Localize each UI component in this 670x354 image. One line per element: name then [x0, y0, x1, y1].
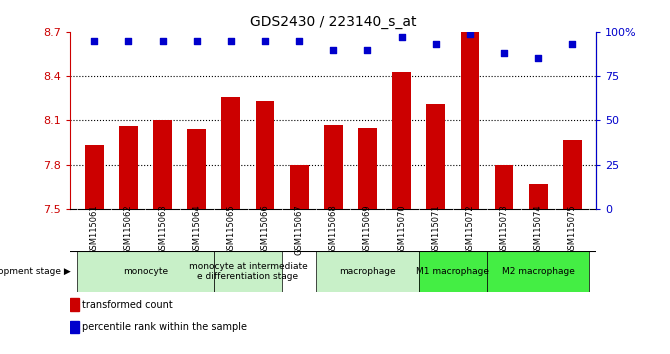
Point: [123, 38, 134, 44]
Bar: [256, 101, 275, 209]
Text: GSM115074: GSM115074: [534, 204, 543, 255]
Text: GSM115067: GSM115067: [295, 204, 304, 255]
Point: [533, 56, 543, 61]
Point: [328, 47, 338, 52]
Text: GSM115070: GSM115070: [397, 204, 406, 255]
Text: GSM115063: GSM115063: [158, 204, 167, 255]
Text: GSM115075: GSM115075: [568, 204, 577, 255]
Title: GDS2430 / 223140_s_at: GDS2430 / 223140_s_at: [250, 16, 417, 29]
Text: percentile rank within the sample: percentile rank within the sample: [82, 322, 247, 332]
Bar: [426, 104, 445, 209]
Point: [464, 31, 475, 36]
Text: development stage ▶: development stage ▶: [0, 267, 70, 276]
Bar: [460, 32, 479, 209]
Text: GSM115066: GSM115066: [261, 204, 269, 255]
Point: [567, 41, 578, 47]
Point: [294, 38, 305, 44]
Bar: [419, 251, 487, 292]
Text: transformed count: transformed count: [82, 300, 173, 310]
Text: M1 macrophage: M1 macrophage: [416, 267, 489, 276]
Bar: [358, 128, 377, 209]
Bar: [188, 129, 206, 209]
Bar: [70, 298, 79, 312]
Point: [226, 38, 237, 44]
Bar: [77, 251, 214, 292]
Point: [430, 41, 441, 47]
Text: GSM115068: GSM115068: [329, 204, 338, 255]
Bar: [324, 125, 343, 209]
Text: GSM115062: GSM115062: [124, 204, 133, 255]
Point: [362, 47, 373, 52]
Text: macrophage: macrophage: [339, 267, 396, 276]
Point: [89, 38, 100, 44]
Text: GSM115061: GSM115061: [90, 204, 98, 255]
Bar: [563, 139, 582, 209]
Point: [157, 38, 168, 44]
Text: GSM115065: GSM115065: [226, 204, 235, 255]
Text: monocyte: monocyte: [123, 267, 168, 276]
Point: [498, 50, 509, 56]
Text: M2 macrophage: M2 macrophage: [502, 267, 575, 276]
Text: GSM115071: GSM115071: [431, 204, 440, 255]
Bar: [487, 251, 590, 292]
Bar: [153, 120, 172, 209]
Text: GSM115072: GSM115072: [466, 204, 474, 255]
Bar: [222, 97, 241, 209]
Bar: [529, 184, 547, 209]
Bar: [85, 145, 104, 209]
Bar: [316, 251, 419, 292]
Text: GSM115073: GSM115073: [500, 204, 509, 255]
Text: monocyte at intermediate
e differentiation stage: monocyte at intermediate e differentiati…: [188, 262, 308, 281]
Bar: [214, 251, 282, 292]
Text: GSM115064: GSM115064: [192, 204, 201, 255]
Text: GSM115069: GSM115069: [363, 204, 372, 255]
Point: [192, 38, 202, 44]
Bar: [290, 165, 309, 209]
Point: [396, 34, 407, 40]
Bar: [119, 126, 138, 209]
Bar: [70, 321, 79, 333]
Bar: [392, 72, 411, 209]
Bar: [494, 165, 513, 209]
Point: [260, 38, 271, 44]
